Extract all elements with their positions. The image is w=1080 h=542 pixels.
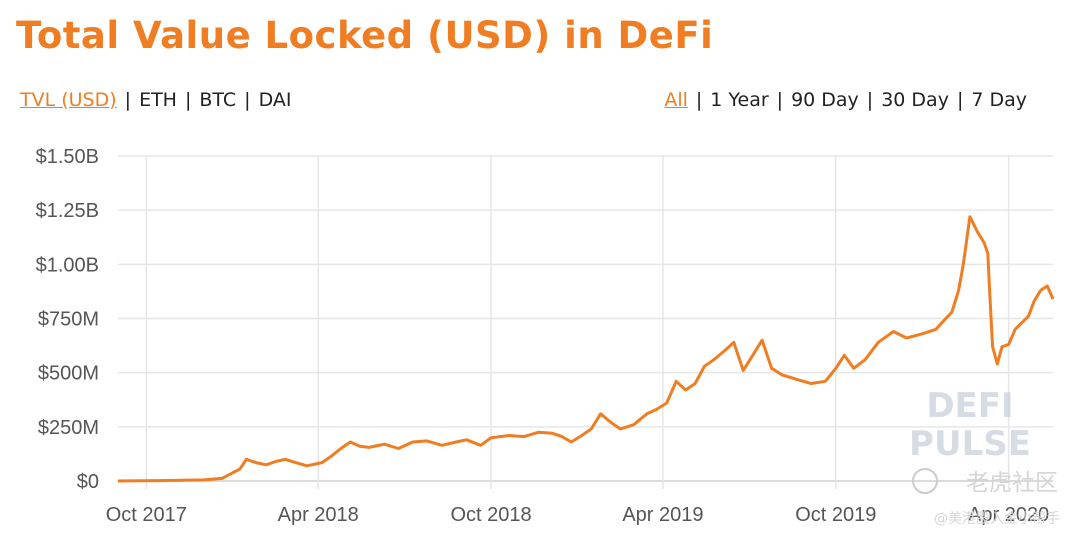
page-title: Total Value Locked (USD) in DeFi <box>16 14 714 57</box>
tab-range-all[interactable]: All <box>664 89 688 111</box>
tab-range-1-year[interactable]: 1 Year <box>710 89 769 111</box>
x-tick-label: Apr 2018 <box>278 504 359 526</box>
x-tick-label: Apr 2019 <box>622 504 703 526</box>
tab-separator: | <box>695 89 703 111</box>
tab-separator: | <box>184 89 192 111</box>
series-line-tvl <box>117 215 1055 483</box>
y-tick-label: $750M <box>38 309 99 331</box>
x-tick-label: Oct 2019 <box>795 504 876 526</box>
tab-btc[interactable]: BTC <box>199 89 237 111</box>
chart-grid <box>118 155 1053 489</box>
corner-watermark-logo: 老虎社区 <box>966 470 1058 496</box>
y-tick-label: $250M <box>38 417 99 439</box>
tab-separator: | <box>956 89 964 111</box>
y-tick-label: $1.00B <box>36 254 99 276</box>
x-tick-label: Apr 2020 <box>968 504 1049 526</box>
tab-range-7-day[interactable]: 7 Day <box>971 89 1027 111</box>
tab-range-90-day[interactable]: 90 Day <box>791 89 859 111</box>
x-tick-label: Oct 2017 <box>106 504 187 526</box>
range-tabs: All | 1 Year | 90 Day | 30 Day | 7 Day <box>664 89 1027 111</box>
watermark-pulse: PULSE <box>909 424 1031 464</box>
tab-separator: | <box>124 89 132 111</box>
tab-separator: | <box>244 89 251 111</box>
tab-range-30-day[interactable]: 30 Day <box>881 89 949 111</box>
tab-eth[interactable]: ETH <box>139 89 177 111</box>
tiger-logo-icon <box>912 468 938 494</box>
tab-tvl-usd[interactable]: TVL (USD) <box>20 89 117 111</box>
watermark-defi: DEFI <box>926 386 1013 426</box>
y-tick-label: $1.50B <box>36 146 99 168</box>
tab-separator: | <box>776 89 784 111</box>
tab-separator: | <box>866 89 874 111</box>
y-axis: $0 $250M $500M $750M $1.00B $1.25B $1.50B <box>36 146 99 493</box>
metric-tabs: TVL (USD) | ETH | BTC | DAI <box>20 89 291 111</box>
tab-dai[interactable]: DAI <box>258 89 292 111</box>
corner-watermark-handle: @美港股入金小帮手 <box>934 511 1060 527</box>
y-tick-label: $500M <box>38 363 99 385</box>
x-tick-label: Oct 2018 <box>450 504 531 526</box>
y-tick-label: $0 <box>77 471 99 493</box>
y-tick-label: $1.25B <box>36 200 99 222</box>
x-axis: Oct 2017 Apr 2018 Oct 2018 Apr 2019 Oct 2019… <box>106 504 1049 526</box>
